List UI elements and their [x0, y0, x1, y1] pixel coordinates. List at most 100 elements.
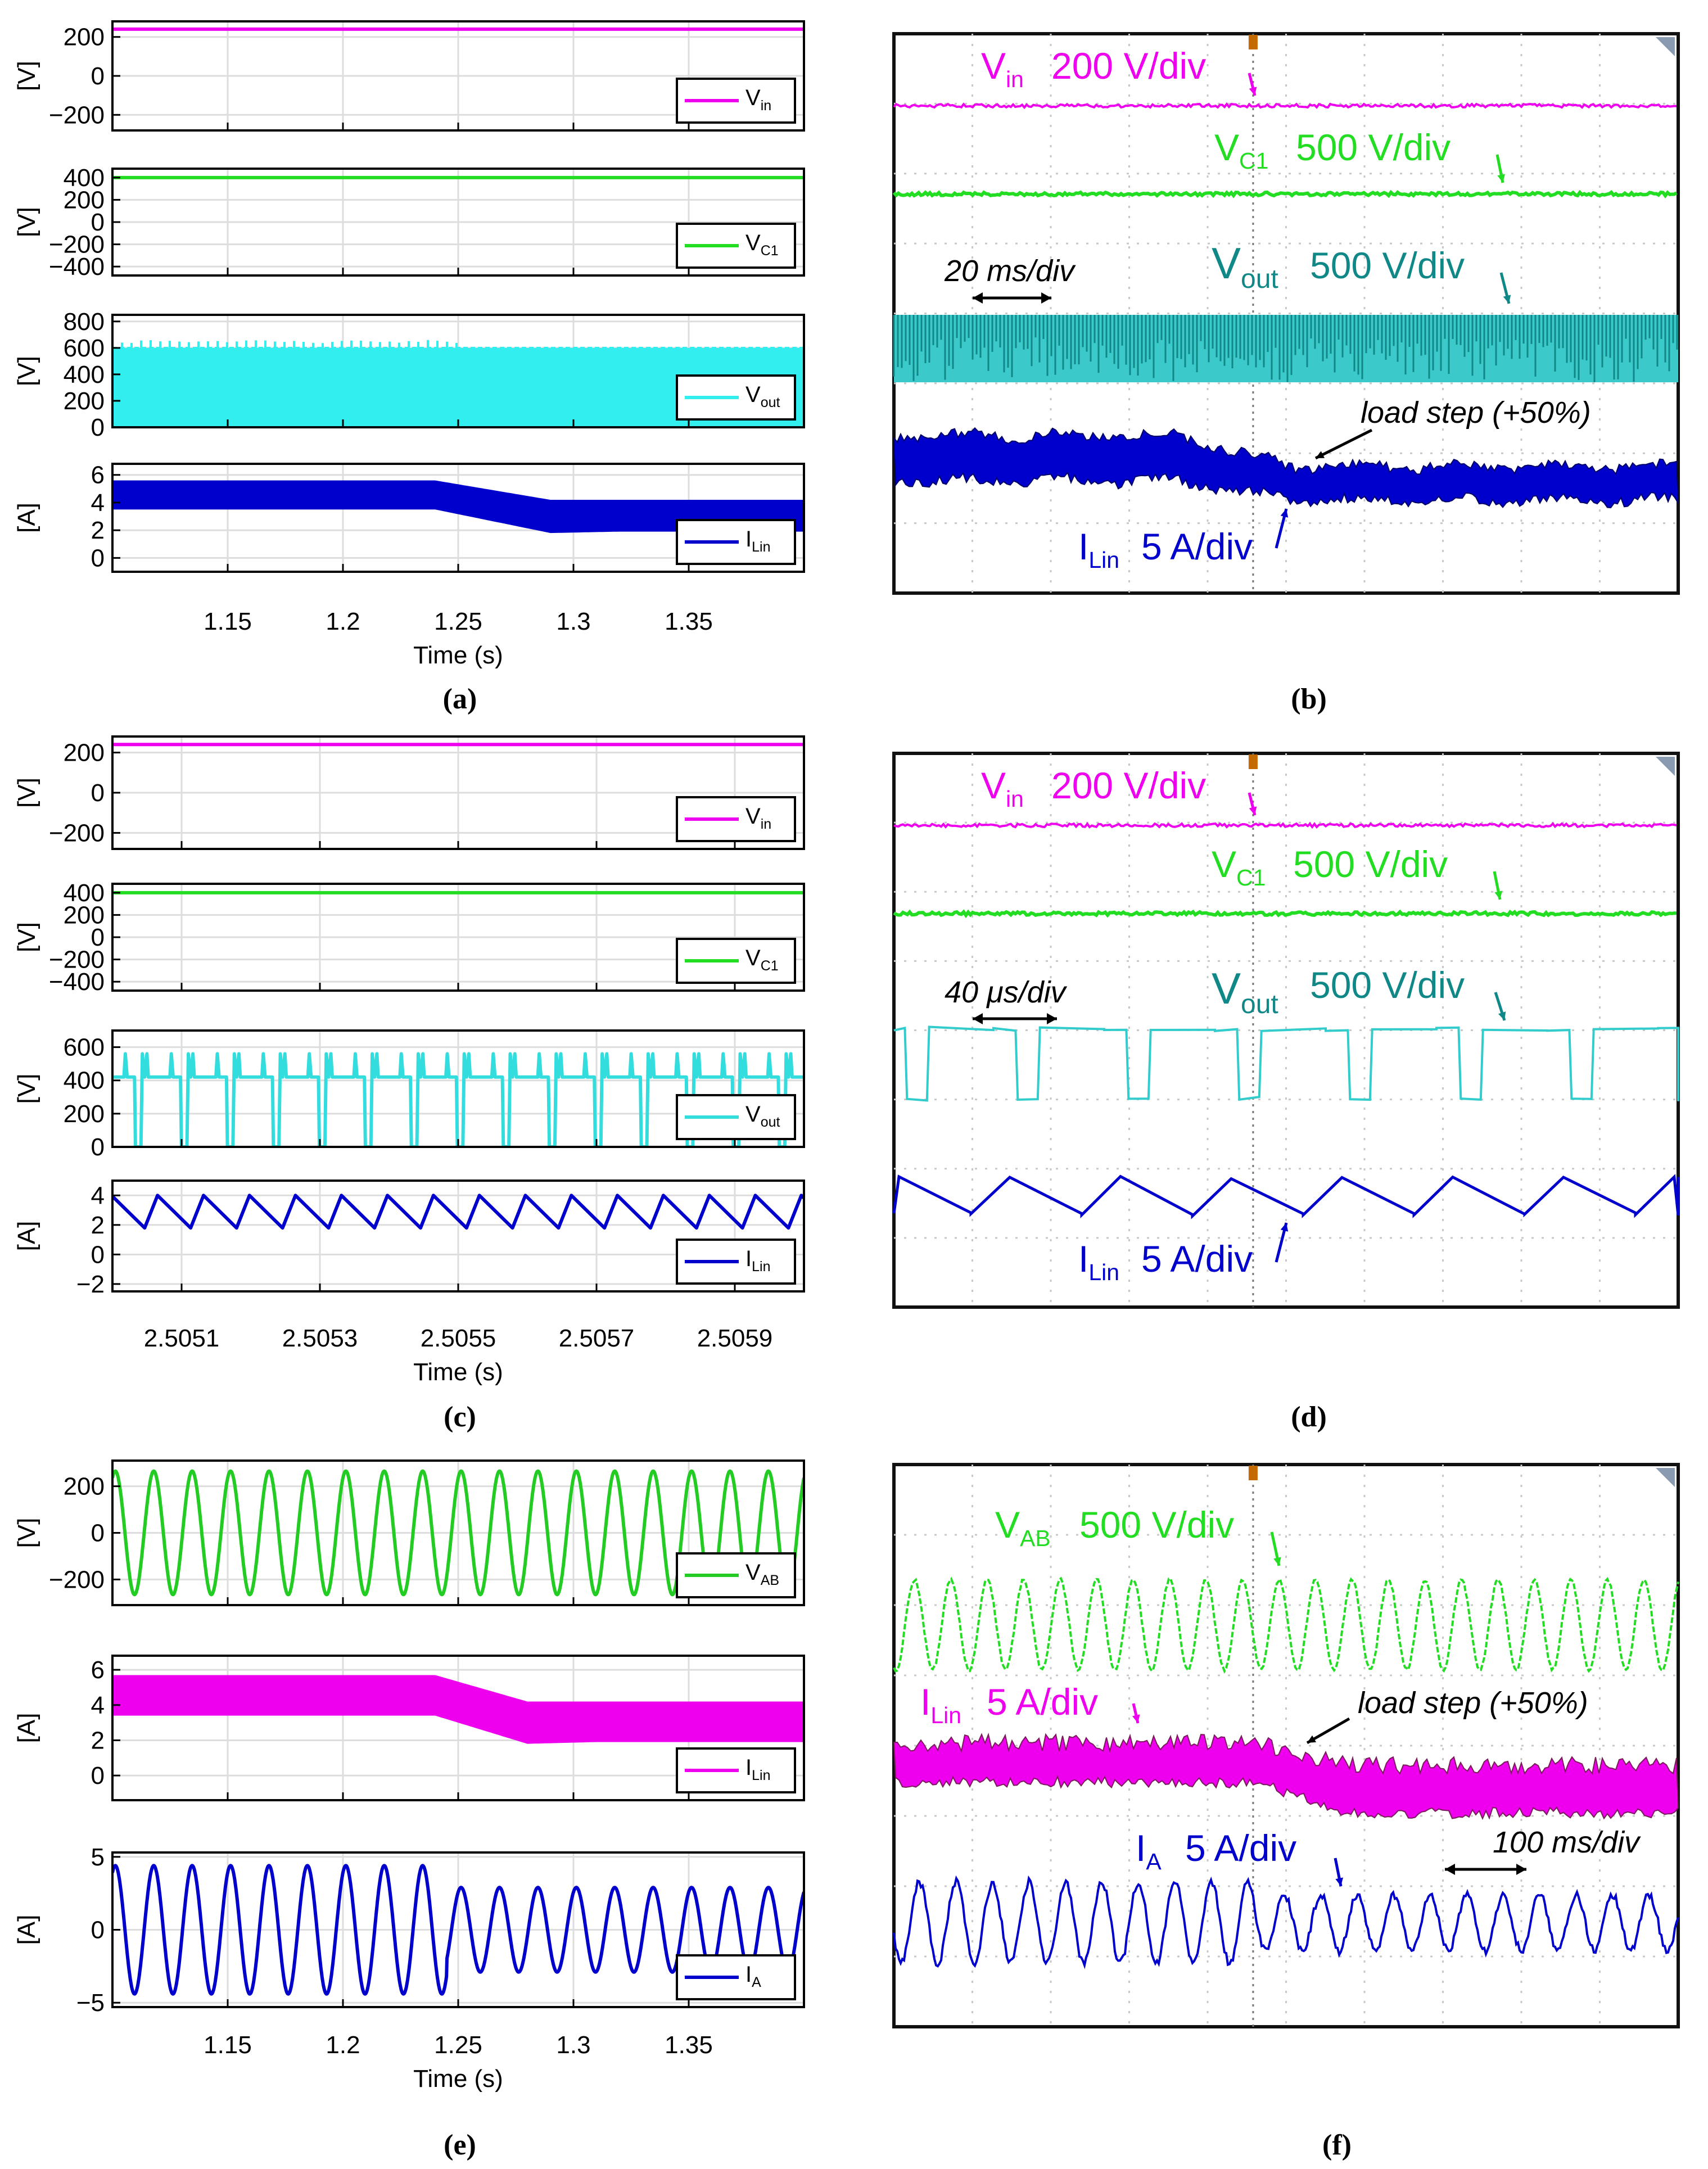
legend-label: Vout — [745, 1102, 780, 1130]
arrow-ilin-head — [1280, 509, 1289, 518]
scale-vout: 500 V/div — [1310, 245, 1465, 286]
ytick-label: 6 — [91, 462, 105, 489]
ylabel: [A] — [13, 1713, 40, 1743]
caption-f: (f) — [1322, 2129, 1352, 2161]
ylabel: [A] — [13, 503, 40, 533]
timebase-label: 40 μs/div — [945, 975, 1068, 1009]
xtick-label: 2.5051 — [144, 1325, 220, 1352]
timebase-arrow-right — [1041, 292, 1051, 304]
label-ilin: ILin — [1078, 526, 1119, 573]
label-ilin: ILin — [920, 1681, 961, 1728]
xtick-label: 2.5055 — [421, 1325, 496, 1352]
ytick-label: 0 — [91, 414, 105, 441]
label-vab: VAB — [995, 1504, 1051, 1551]
arrow-vout-head — [1503, 295, 1511, 304]
legend-label: Vin — [745, 85, 771, 114]
scale-vc1: 500 V/div — [1296, 126, 1451, 168]
scope-corner-icon — [1656, 1468, 1675, 1487]
arrow-ia-head — [1335, 1877, 1343, 1886]
annotation-arrow — [1314, 428, 1373, 460]
ytick-label: 2 — [91, 1727, 105, 1754]
subplot-e-1: 200 0 −200 [V] VAB — [13, 1459, 805, 1606]
ytick-label: 0 — [91, 209, 105, 236]
xtick-label: 2.5057 — [559, 1325, 635, 1352]
trigger-marker-icon — [1248, 1466, 1258, 1480]
ytick-label: 200 — [64, 186, 105, 214]
ylabel: [V] — [13, 1074, 40, 1104]
panel-a-plots: 2000−200[V]Vin4002000−200−400[V]VC180060… — [13, 20, 805, 669]
ytick-label: 0 — [91, 1133, 105, 1161]
panel-e-plots: 200 0 −200 [V] VAB 6 4 2 0 [A] ILin 5 0 −5 [A] IA 1.15 1.… — [13, 1459, 805, 2093]
ytick-label: 600 — [64, 335, 105, 362]
trigger-marker-icon — [1248, 754, 1258, 769]
arrow-ilin-head — [1280, 1223, 1289, 1232]
ytick-label: 2 — [91, 517, 105, 544]
trace-vin — [893, 822, 1677, 829]
legend-label: VC1 — [745, 946, 779, 974]
timebase-arrow-right — [1047, 1013, 1057, 1024]
timebase-arrow-left — [973, 292, 983, 304]
ytick-label: 200 — [64, 1473, 105, 1501]
label-ilin: ILin — [1078, 1238, 1119, 1285]
ytick-label: 0 — [91, 544, 105, 572]
scope-corner-icon — [1656, 37, 1675, 56]
subplot-c-1: 200 0 −200 [V] Vin — [13, 735, 805, 850]
ytick-label: 200 — [64, 24, 105, 51]
xtick-label: 1.2 — [326, 2031, 360, 2059]
trace — [112, 1194, 804, 1230]
caption-a: (a) — [443, 683, 477, 715]
xtick-label: 1.2 — [326, 608, 360, 635]
ytick-label: 400 — [64, 164, 105, 192]
caption-d: (d) — [1291, 1401, 1327, 1433]
trace-ilin — [893, 1732, 1679, 1820]
subplot-e-3: 5 0 −5 [A] IA — [13, 1843, 805, 2017]
label-ia: IA — [1136, 1827, 1162, 1874]
annotation-arrow-head — [1307, 1735, 1316, 1743]
scale-vin: 200 V/div — [1051, 765, 1206, 806]
caption-e: (e) — [444, 2129, 476, 2161]
ytick-label: 2 — [91, 1212, 105, 1239]
trace-vout — [893, 1025, 1679, 1102]
subplot-c-4: 4 20 −2 [A] ILin — [13, 1180, 805, 1298]
trace-ilin — [893, 427, 1679, 509]
ytick-label: 0 — [91, 62, 105, 90]
ytick-label: −200 — [49, 946, 105, 974]
xtick-label: 1.35 — [665, 2031, 713, 2059]
annotation-arrow — [1306, 1717, 1350, 1745]
arrow-vab-head — [1273, 1557, 1281, 1566]
legend-label: ILin — [745, 1755, 771, 1783]
ytick-label: 4 — [91, 489, 105, 517]
ytick-label: 800 — [64, 308, 105, 336]
ylabel: [V] — [13, 778, 40, 808]
timebase-arrow-right — [1516, 1864, 1526, 1875]
label-vin: Vin — [981, 765, 1024, 812]
ytick-label: 0 — [91, 1762, 105, 1790]
scale-ia: 5 A/div — [1185, 1827, 1296, 1869]
ytick-label: 600 — [64, 1034, 105, 1061]
arrow-vc1-head — [1497, 174, 1505, 183]
arrow-vin-head — [1249, 87, 1257, 96]
ylabel: [V] — [13, 356, 40, 386]
ytick-label: 0 — [91, 1241, 105, 1268]
ytick-label: −5 — [76, 1989, 105, 2017]
label-vout: Vout — [1212, 238, 1278, 294]
arrow-ilin-head — [1132, 1714, 1140, 1723]
ytick-label: 6 — [91, 1656, 105, 1684]
series-ILin — [112, 1194, 804, 1230]
annotation-load-step: load step (+50%) — [1358, 1686, 1588, 1720]
arrow-vc1-head — [1494, 891, 1502, 900]
scale-vin: 200 V/div — [1051, 45, 1206, 87]
trace — [112, 1864, 804, 1996]
xtick-label: 1.15 — [204, 2031, 252, 2059]
ytick-label: 5 — [91, 1843, 105, 1871]
xtick-label: 1.25 — [434, 2031, 482, 2059]
ytick-label: −400 — [49, 253, 105, 281]
legend-label: ILin — [745, 1246, 771, 1275]
trace-ia — [893, 1875, 1679, 1969]
ytick-label: −200 — [49, 231, 105, 259]
xtick-label: 1.3 — [556, 608, 590, 635]
